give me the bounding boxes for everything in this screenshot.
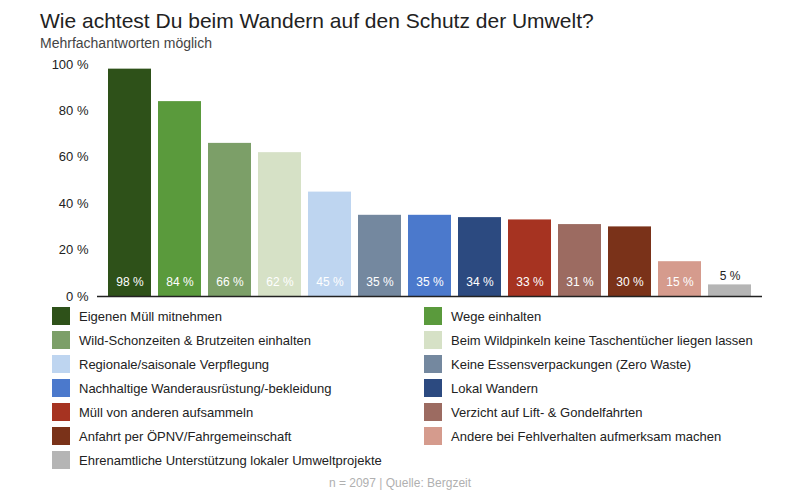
html-text:Wege einhalten: Wege einhalten: [451, 308, 542, 324]
html-text:Andere bei Fehlverhalten aufme: Andere bei Fehlverhalten aufmerksam mach…: [451, 428, 722, 444]
html-text:Nachhaltige Wanderausrüstung/-: Nachhaltige Wanderausrüstung/-bekleidung: [79, 380, 332, 396]
svg-text:15 %: 15 %: [666, 275, 694, 289]
svg-text:45 %: 45 %: [316, 275, 344, 289]
html-text:Keine Essensverpackungen (Zero: Keine Essensverpackungen (Zero Waste): [451, 356, 692, 372]
svg-text:80 %: 80 %: [59, 103, 89, 118]
svg-text:35 %: 35 %: [416, 275, 444, 289]
html-text:Mehrfachantworten möglich: Mehrfachantworten möglich: [40, 35, 212, 51]
svg-text:62 %: 62 %: [266, 275, 294, 289]
svg-text:33 %: 33 %: [516, 275, 544, 289]
svg-text:84 %: 84 %: [166, 275, 194, 289]
svg-text:35 %: 35 %: [366, 275, 394, 289]
svg-text:31 %: 31 %: [566, 275, 594, 289]
svg-text:98 %: 98 %: [116, 275, 144, 289]
html-text:Wie achtest Du beim Wandern au: Wie achtest Du beim Wandern auf den Schu…: [40, 9, 594, 32]
html-text:Lokal Wandern: Lokal Wandern: [451, 380, 538, 396]
html-text:Müll von anderen aufsammeln: Müll von anderen aufsammeln: [79, 404, 254, 420]
svg-text:60 %: 60 %: [59, 149, 89, 164]
html-text:Beim Wildpinkeln keine Taschen: Beim Wildpinkeln keine Taschentücher lie…: [451, 332, 753, 348]
svg-text:0 %: 0 %: [66, 289, 89, 302]
svg-text:5 %: 5 %: [720, 269, 741, 283]
html-text:Eigenen Müll mitnehmen: Eigenen Müll mitnehmen: [79, 308, 223, 324]
html-text:n = 2097 | Quelle: Bergzeit: n = 2097 | Quelle: Bergzeit: [328, 476, 472, 490]
svg-text:34 %: 34 %: [466, 275, 494, 289]
svg-text:30 %: 30 %: [616, 275, 644, 289]
html-text:Anfahrt per ÖPNV/Fahrgemeinsch: Anfahrt per ÖPNV/Fahrgemeinschaft: [79, 428, 292, 444]
html-text:Wild-Schonzeiten & Brutzeiten: Wild-Schonzeiten & Brutzeiten einhalten: [79, 332, 311, 348]
svg-text:40 %: 40 %: [59, 196, 89, 211]
html-text:Regionale/saisonale Verpflegun: Regionale/saisonale Verpflegung: [79, 356, 270, 372]
html-text:Verzicht auf Lift- & Gondelfah: Verzicht auf Lift- & Gondelfahrten: [451, 404, 643, 420]
html-text:Ehrenamtliche Unterstützung lo: Ehrenamtliche Unterstützung lokaler Umwe…: [79, 452, 382, 468]
svg-text:100 %: 100 %: [52, 57, 89, 72]
svg-text:66 %: 66 %: [216, 275, 244, 289]
svg-text:20 %: 20 %: [59, 242, 89, 257]
